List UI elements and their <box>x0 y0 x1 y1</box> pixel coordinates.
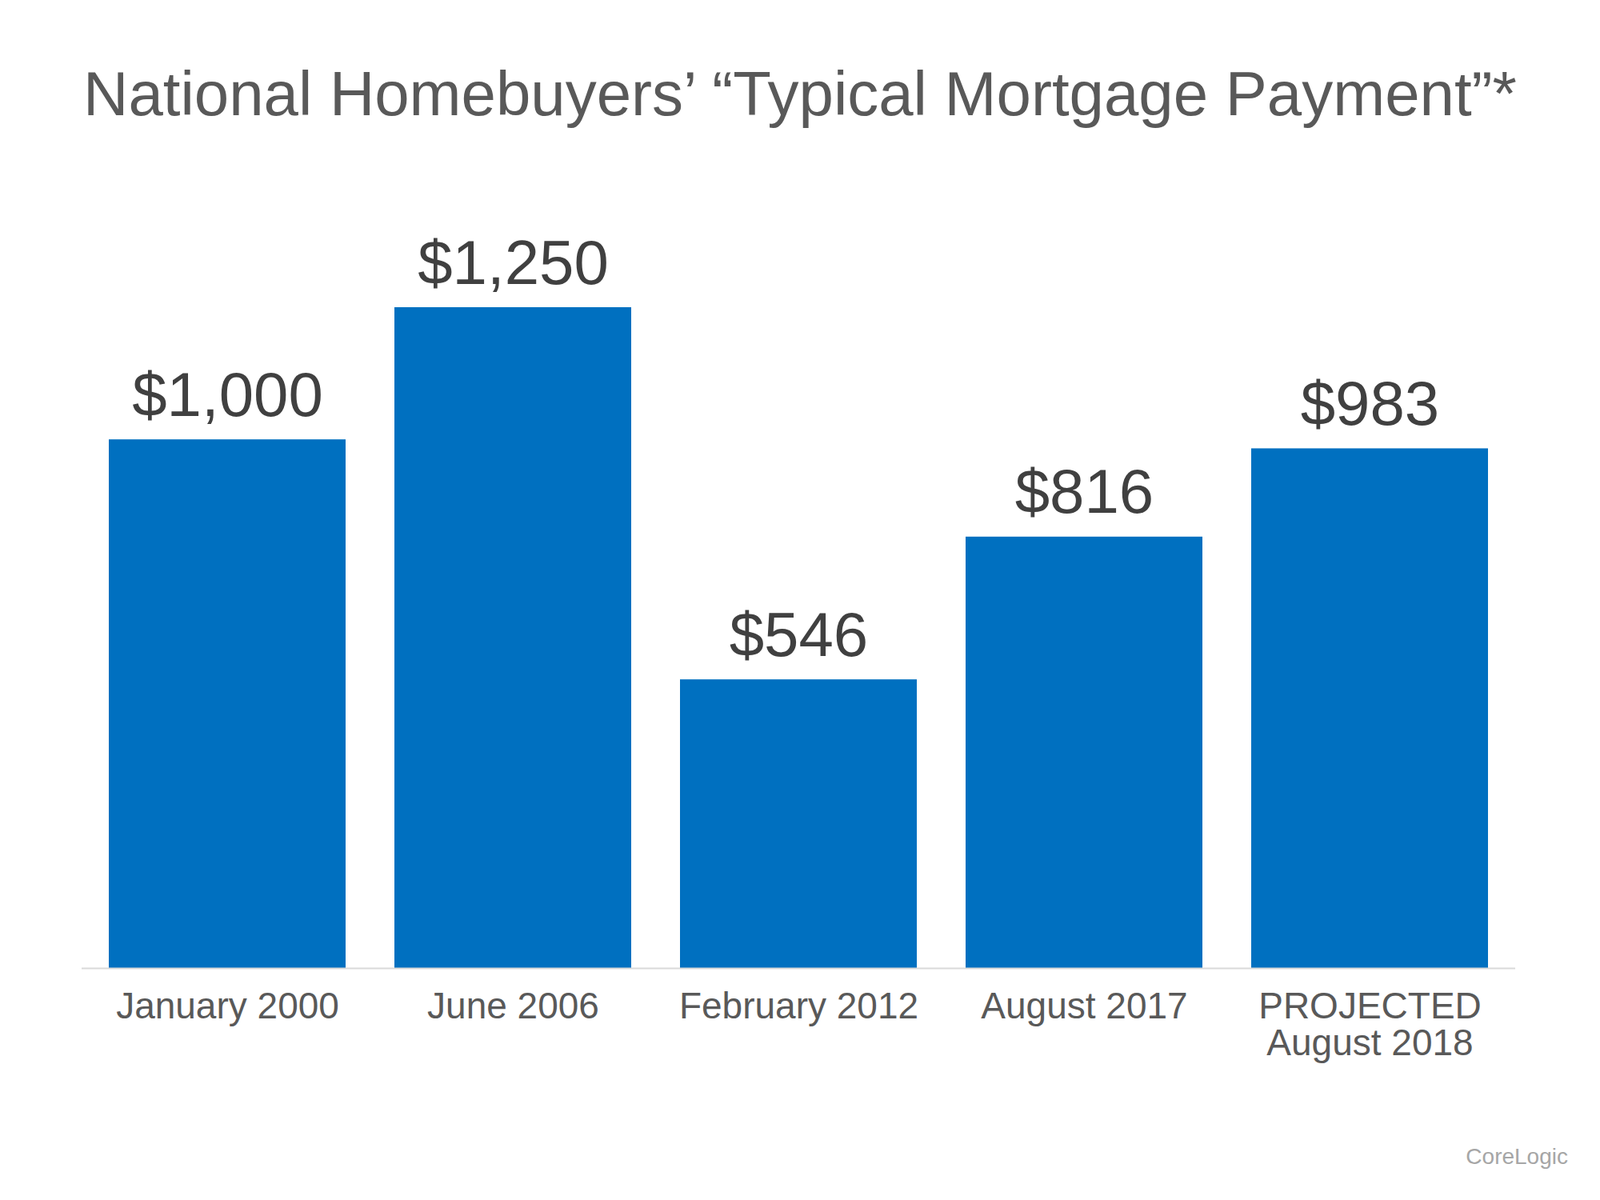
svg-text:June 2006: June 2006 <box>427 984 600 1027</box>
html-text:National Homebuyers’ “Typical: National Homebuyers’ “Typical Mortgage P… <box>83 58 1517 129</box>
svg-text:PROJECTEDAugust 2018: PROJECTEDAugust 2018 <box>1258 984 1482 1064</box>
svg-text:$983: $983 <box>1300 368 1440 439</box>
svg-text:February 2012: February 2012 <box>679 984 919 1027</box>
svg-text:$816: $816 <box>1015 456 1155 527</box>
svg-text:January 2000: January 2000 <box>116 984 340 1027</box>
svg-text:August 2017: August 2017 <box>980 984 1188 1027</box>
svg-text:$1,000: $1,000 <box>132 359 324 430</box>
svg-text:$546: $546 <box>729 599 869 670</box>
html-text:CoreLogic: CoreLogic <box>1465 1144 1568 1169</box>
svg-text:$1,250: $1,250 <box>417 227 609 298</box>
